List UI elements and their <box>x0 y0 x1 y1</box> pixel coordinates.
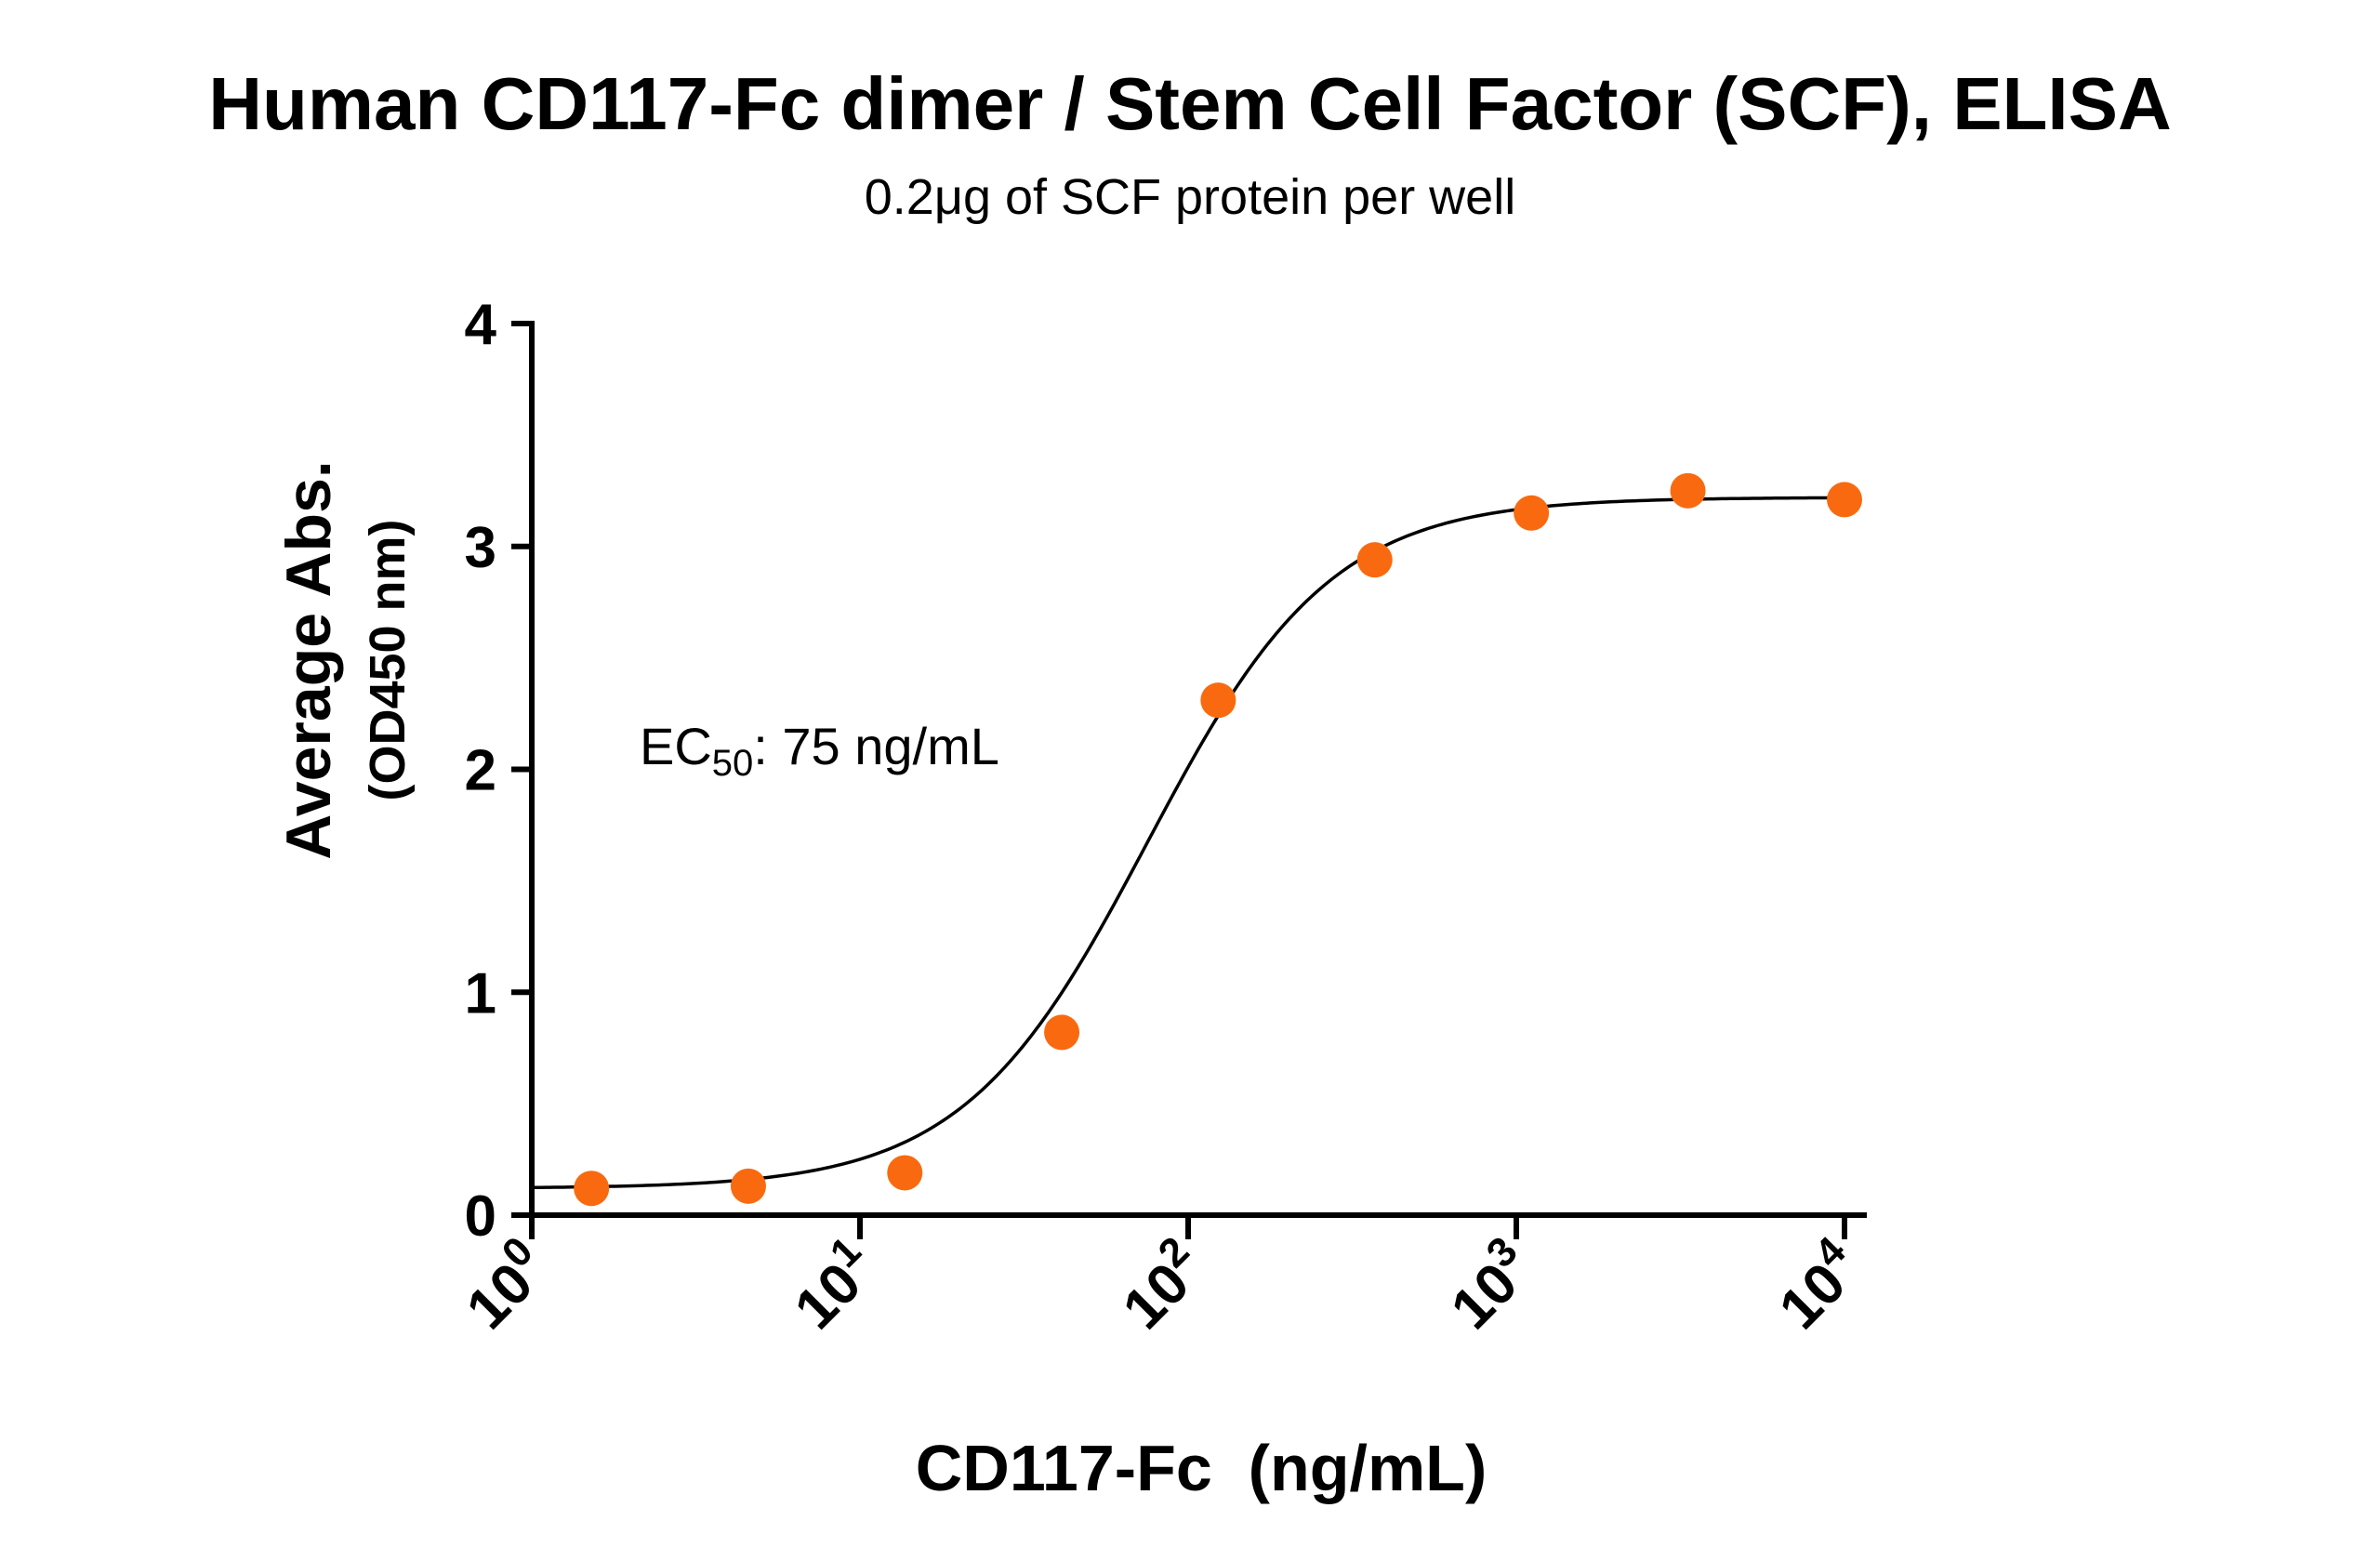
x-tick-label-text-3: 103 <box>1433 1228 1546 1342</box>
data-point-4 <box>1200 682 1236 719</box>
data-point-0 <box>574 1171 610 1207</box>
data-point-7 <box>1670 472 1706 509</box>
x-tick-label-text-4: 104 <box>1761 1228 1874 1342</box>
x-tick-label-2: 102 <box>1104 1228 1218 1342</box>
data-point-1 <box>730 1168 766 1204</box>
y-tick-label-2: 2 <box>465 739 496 803</box>
y-tick-label-0: 0 <box>465 1184 496 1249</box>
data-point-8 <box>1827 482 1862 518</box>
x-tick-label-text-2: 102 <box>1104 1228 1218 1342</box>
y-axis-title-group: Average Abs. (OD450 nm) <box>273 460 416 860</box>
y-axis-title: Average Abs. <box>273 460 344 860</box>
ec50-annotation-subscript: 50 <box>712 743 754 784</box>
x-tick-label-4: 104 <box>1761 1228 1874 1342</box>
x-ticks: 100 101 102 103 104 <box>455 1215 1874 1342</box>
chart-subtitle: 0.2μg of SCF protein per well <box>864 169 1516 225</box>
fit-curve <box>532 496 1845 1190</box>
x-tick-label-3: 103 <box>1433 1228 1546 1342</box>
data-point-5 <box>1356 542 1393 578</box>
y-ticks: 0 1 2 3 4 <box>465 293 532 1249</box>
x-tick-label-text-1: 101 <box>776 1228 890 1342</box>
x-axis-title: CD117-Fc (ng/mL) <box>916 1432 1488 1504</box>
ec50-annotation-prefix: EC <box>640 717 712 775</box>
y-tick-label-4: 4 <box>465 293 497 357</box>
chart-title: Human CD117-Fc dimer / Stem Cell Factor … <box>208 62 2172 145</box>
ec50-annotation: EC50: 75 ng/mL <box>640 717 999 784</box>
data-point-2 <box>887 1155 923 1191</box>
data-point-6 <box>1514 495 1550 531</box>
x-tick-label-1: 101 <box>776 1228 890 1342</box>
y-tick-label-1: 1 <box>465 961 496 1025</box>
y-axis-subtitle: (OD450 nm) <box>360 519 416 800</box>
ec50-annotation-suffix: : 75 ng/mL <box>753 717 999 775</box>
data-points <box>574 472 1862 1207</box>
data-point-3 <box>1044 1014 1080 1051</box>
y-tick-label-3: 3 <box>465 516 496 580</box>
